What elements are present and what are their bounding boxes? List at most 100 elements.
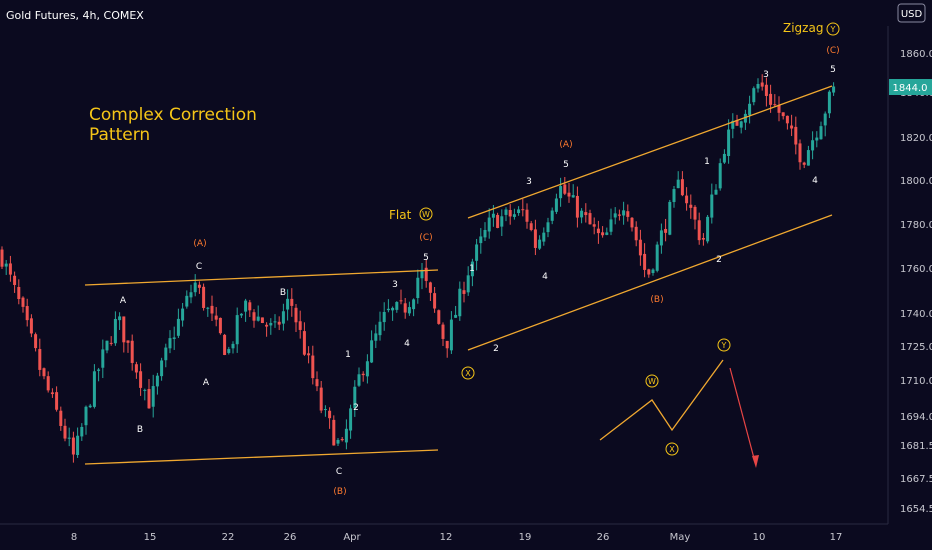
candle-body <box>785 115 789 124</box>
candle-body <box>630 217 634 228</box>
price-axis[interactable]: 1860.0 1840.0 1820.0 1800.0 1780.0 1760.… <box>887 26 932 526</box>
currency-label: USD <box>901 9 923 20</box>
channel-lower-trendline <box>467 214 833 351</box>
candle-body <box>701 238 705 240</box>
time-tick: 26 <box>284 532 297 543</box>
candle-body <box>319 387 323 411</box>
flat-w-marker: W <box>419 207 433 221</box>
schematic-y-marker: Y <box>717 338 731 352</box>
wave-labels: A B C A B C (A) (B) (C) (A) (B) (C) 1 2 … <box>120 46 840 497</box>
price-tick: 1654.5 <box>900 504 932 515</box>
candle-body <box>500 216 504 227</box>
candle-body <box>676 179 680 189</box>
candle-body <box>832 86 836 93</box>
price-tick: 1725.0 <box>900 342 932 353</box>
wave-label: 4 <box>404 339 410 349</box>
candle-body <box>38 349 42 370</box>
candle-body <box>647 269 651 275</box>
candle-body <box>651 269 655 274</box>
currency-button[interactable]: USD <box>897 3 926 23</box>
candle-body <box>340 439 344 441</box>
wave-label: (C) <box>826 46 839 56</box>
candle-body <box>168 338 172 349</box>
wave-label: 4 <box>812 176 818 186</box>
price-tick: 1694.0 <box>900 412 932 423</box>
candle-body <box>25 306 29 321</box>
candle-body <box>609 219 613 232</box>
candle-body <box>269 322 273 326</box>
candle-body <box>416 277 420 298</box>
candle-body <box>437 310 441 324</box>
candle-body <box>281 311 285 324</box>
candle-body <box>680 179 684 196</box>
svg-text:Y: Y <box>721 341 727 350</box>
candle-body <box>487 217 491 232</box>
candle-body <box>668 201 672 235</box>
candle-body <box>46 376 50 391</box>
candle-body <box>811 140 815 151</box>
wave-label: (C) <box>419 233 432 243</box>
schematic-x-marker: X <box>665 442 679 456</box>
candle-body <box>63 425 67 439</box>
candle-body <box>596 228 600 234</box>
candle-body <box>752 88 756 103</box>
time-tick: May <box>670 532 691 543</box>
candle-body <box>59 410 63 426</box>
candle-body <box>470 261 474 277</box>
wave-label: (B) <box>650 295 663 305</box>
candle-body <box>155 375 159 387</box>
candle-body <box>802 162 806 165</box>
candle-body <box>395 301 399 310</box>
time-tick: 17 <box>830 532 843 543</box>
last-price-value: 1844.0 <box>893 83 928 94</box>
candle-body <box>571 195 575 198</box>
candle-body <box>777 104 781 113</box>
candle-body <box>529 223 533 230</box>
candle-body <box>391 307 395 311</box>
wave-label: B <box>280 288 286 298</box>
candle-body <box>496 214 500 228</box>
price-tick: 1820.0 <box>900 133 932 144</box>
candle-body <box>454 314 458 318</box>
candle-body <box>193 282 197 293</box>
candle-body <box>181 308 185 321</box>
symbol-title: Gold Futures, 4h, COMEX <box>6 9 144 22</box>
candle-body <box>588 213 592 225</box>
candle-body <box>420 269 424 279</box>
time-axis[interactable]: 8 15 22 26 Apr 12 19 26 May 10 17 <box>0 523 888 543</box>
candle-body <box>286 298 290 310</box>
schematic-w-marker: W <box>645 374 659 388</box>
wave-label: 5 <box>423 253 429 263</box>
candle-body <box>428 282 432 293</box>
candle-body <box>722 153 726 163</box>
candle-body <box>626 211 630 217</box>
price-tick: 1780.0 <box>900 220 932 231</box>
candle-body <box>756 83 760 89</box>
zigzag-y-marker: Y <box>826 22 840 36</box>
candle-body <box>370 340 374 363</box>
candle-body <box>42 368 46 377</box>
candle-body <box>265 324 269 327</box>
candle-body <box>449 319 453 351</box>
last-price-tag: 1844.0 <box>889 79 932 95</box>
time-tick: 22 <box>222 532 235 543</box>
candle-body <box>542 232 546 242</box>
candle-body <box>315 379 319 387</box>
candle-body <box>441 324 445 339</box>
candle-body <box>714 189 718 195</box>
candle-body <box>349 408 353 431</box>
candle-body <box>504 209 508 215</box>
candle-body <box>517 209 521 214</box>
candle-body <box>273 321 277 323</box>
candle-body <box>139 371 143 388</box>
candle-body <box>445 340 449 349</box>
candle-body <box>731 120 735 129</box>
candle-body <box>290 298 294 306</box>
candle-body <box>735 120 739 126</box>
candle-body <box>357 374 361 386</box>
candle-body <box>189 292 193 298</box>
candle-body <box>231 343 235 349</box>
candle-body <box>197 284 201 288</box>
pattern-title-line1: Complex Correction <box>89 105 257 125</box>
